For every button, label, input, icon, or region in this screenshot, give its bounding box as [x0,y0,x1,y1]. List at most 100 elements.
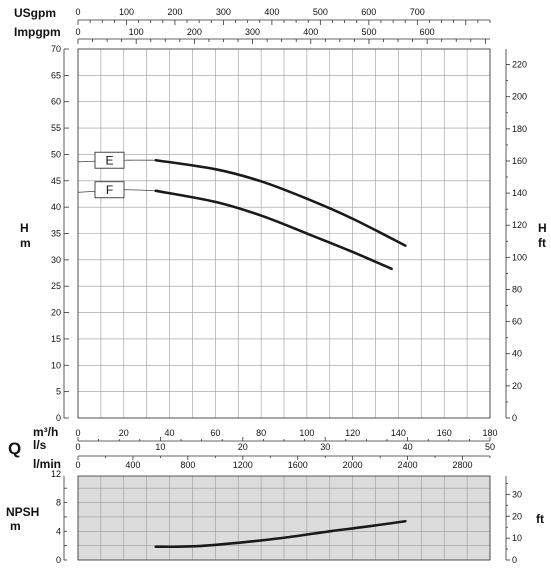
head-plot-frame [77,48,491,419]
h-m-axis-label-top: H [20,221,29,235]
m3h-tick-label: 80 [256,428,266,438]
impgpm-tick-label: 600 [420,27,435,37]
m3h-tick-label: 100 [299,428,314,438]
ls-tick-label: 50 [485,442,495,452]
npsh-ft-tick-label: 0 [512,555,517,565]
ls-tick-label: 20 [238,442,248,452]
m3h-tick-label: 140 [391,428,406,438]
m3h-tick-label: 120 [345,428,360,438]
ls-axis-label: l/s [33,438,47,452]
lmin-tick-label: 2000 [343,460,363,470]
h-ft-tick-label: 140 [512,188,527,198]
usgpm-tick-label: 500 [313,7,328,17]
impgpm-tick-label: 0 [75,27,80,37]
m3h-tick-label: 40 [165,428,175,438]
npsh-ft-axis-label: ft [536,512,544,526]
h-m-tick-label: 40 [51,202,61,212]
h-ft-tick-label: 60 [512,317,522,327]
h-ft-axis-label-bottom: ft [538,236,546,250]
h-m-tick-label: 50 [51,149,61,159]
h-m-tick-label: 30 [51,255,61,265]
usgpm-tick-label: 0 [75,7,80,17]
h-ft-tick-label: 40 [512,349,522,359]
curve-label-f: F [106,183,113,197]
h-m-tick-label: 65 [51,70,61,80]
m3h-axis-label: m³/h [33,425,58,439]
h-ft-tick-label: 220 [512,60,527,70]
curve-label-box-f [94,181,125,199]
h-m-tick-label: 55 [51,123,61,133]
ls-tick-label: 10 [155,442,165,452]
npsh-m-tick-label: 0 [56,555,61,565]
h-m-tick-label: 0 [56,413,61,423]
npsh-m-axis-label-bottom: m [10,519,21,533]
h-ft-tick-label: 160 [512,156,527,166]
h-m-axis-label-bottom: m [20,236,31,250]
usgpm-tick-label: 700 [410,7,425,17]
h-ft-tick-label: 200 [512,92,527,102]
usgpm-tick-label: 300 [216,7,231,17]
lmin-tick-label: 1600 [288,460,308,470]
npsh-plot-frame [77,475,491,561]
h-m-tick-label: 70 [51,44,61,54]
h-ft-tick-label: 0 [512,413,517,423]
h-ft-tick-label: 120 [512,220,527,230]
npsh-ft-tick-label: 10 [512,533,522,543]
h-ft-tick-label: 80 [512,284,522,294]
npsh-m-tick-label: 4 [56,526,61,536]
npsh-m-tick-label: 8 [56,498,61,508]
h-ft-axis-label-top: H [538,221,547,235]
usgpm-axis-label: USgpm [14,6,56,20]
m3h-tick-label: 160 [437,428,452,438]
m3h-tick-label: 180 [482,428,497,438]
lmin-tick-label: 400 [125,460,140,470]
impgpm-tick-label: 300 [245,27,260,37]
usgpm-tick-label: 400 [264,7,279,17]
lmin-tick-label: 1200 [233,460,253,470]
ls-tick-label: 40 [403,442,413,452]
npsh-m-axis-label-top: NPSH [6,505,39,519]
curve-f [154,189,393,271]
h-m-tick-label: 60 [51,97,61,107]
h-m-tick-label: 5 [56,387,61,397]
m3h-tick-label: 60 [210,428,220,438]
npsh-panel: 0 4 8 12 0 10 20 30 [51,469,522,565]
impgpm-tick-label: 200 [187,27,202,37]
h-m-tick-label: 35 [51,229,61,239]
h-m-tick-label: 20 [51,308,61,318]
h-m-tick-label: 15 [51,334,61,344]
h-ft-tick-label: 180 [512,124,527,134]
curve-label-box-e [94,151,125,169]
h-m-tick-label: 45 [51,176,61,186]
curve-label-e: E [105,154,113,168]
h-m-tick-label: 10 [51,360,61,370]
lmin-tick-label: 0 [75,460,80,470]
npsh-m-tick-label: 12 [51,469,61,479]
impgpm-tick-label: 100 [129,27,144,37]
lmin-tick-label: 2400 [398,460,418,470]
curve-e [154,158,407,247]
h-ft-tick-label: 20 [512,381,522,391]
impgpm-tick-label: 400 [303,27,318,37]
npsh-ft-tick-label: 30 [512,489,522,499]
lmin-tick-label: 2800 [453,460,473,470]
h-m-tick-label: 25 [51,281,61,291]
ls-tick-label: 0 [75,442,80,452]
m3h-tick-label: 20 [119,428,129,438]
lmin-axis-label: l/min [33,457,61,471]
lmin-tick-label: 800 [180,460,195,470]
usgpm-tick-label: 100 [119,7,134,17]
h-ft-tick-label: 100 [512,252,527,262]
impgpm-axis-label: Impgpm [14,25,61,39]
usgpm-tick-label: 200 [167,7,182,17]
impgpm-tick-label: 500 [361,27,376,37]
usgpm-tick-label: 600 [361,7,376,17]
q-axis-label: Q [8,439,21,458]
ls-tick-label: 30 [320,442,330,452]
curve-npsh [154,519,407,549]
m3h-tick-label: 0 [75,428,80,438]
npsh-ft-tick-label: 20 [512,511,522,521]
head-panel: 0510152025303540455055606570020406080100… [51,7,527,470]
